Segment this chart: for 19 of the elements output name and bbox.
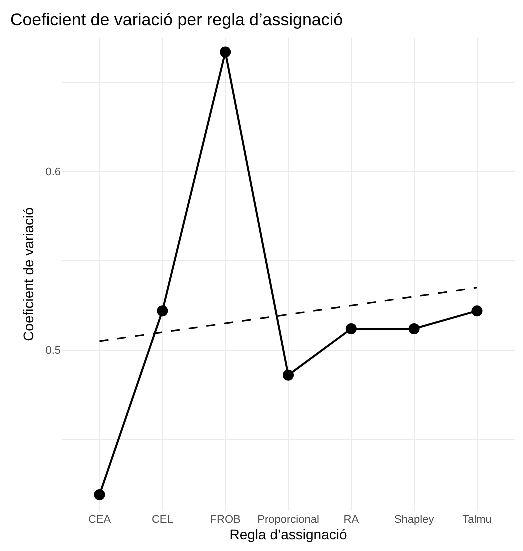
y-tick-label: 0.5 xyxy=(46,345,61,358)
point xyxy=(346,323,357,334)
chart-title: Coeficient de variació per regla d’assignació xyxy=(10,10,344,30)
y-axis-title: Coeficient de variació xyxy=(20,207,36,342)
point xyxy=(220,46,232,58)
x-axis-title: Regla d’assignació xyxy=(230,526,348,542)
x-tick-label: CEL xyxy=(152,514,174,526)
point xyxy=(408,323,420,334)
point xyxy=(283,370,294,381)
point xyxy=(157,306,168,317)
point xyxy=(94,489,106,500)
x-tick-label: CEA xyxy=(88,514,112,526)
x-tick-label: Shapley xyxy=(394,514,435,526)
x-tick-label: RA xyxy=(344,514,360,526)
point xyxy=(472,306,483,317)
x-tick-label: FROB xyxy=(210,514,241,526)
x-tick-label: Proporcional xyxy=(258,514,320,526)
x-tick-label: Talmu xyxy=(462,514,492,526)
y-tick-label: 0.6 xyxy=(46,166,61,179)
